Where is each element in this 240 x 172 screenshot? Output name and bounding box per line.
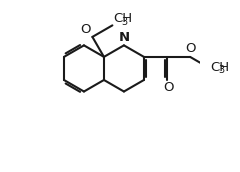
Text: CH: CH [113, 12, 132, 25]
Text: O: O [163, 81, 173, 94]
Text: 3: 3 [219, 65, 225, 76]
Text: N: N [118, 31, 130, 44]
Text: O: O [81, 23, 91, 36]
Text: CH: CH [211, 61, 230, 74]
Text: O: O [185, 42, 195, 55]
Text: 3: 3 [121, 17, 127, 27]
